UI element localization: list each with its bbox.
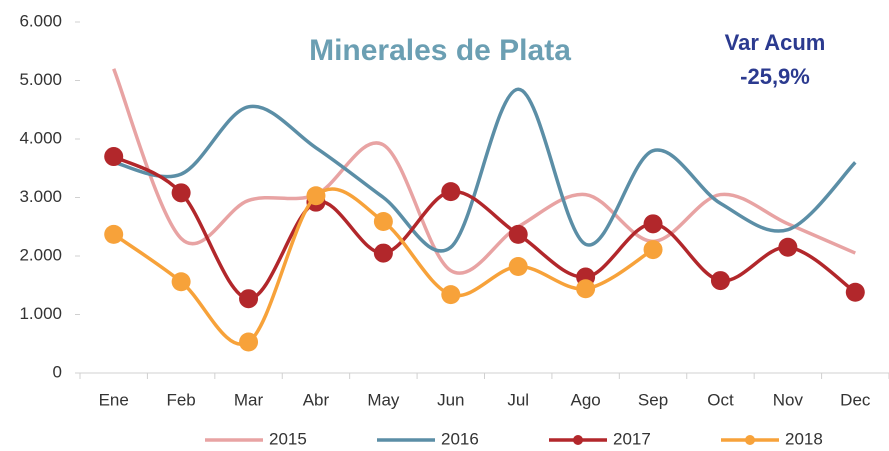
x-tick-label: Nov bbox=[773, 390, 804, 409]
y-tick-label: 4.000 bbox=[19, 128, 62, 147]
x-tick-label: Feb bbox=[166, 390, 195, 409]
point bbox=[239, 289, 259, 309]
x-tick-label: Jul bbox=[507, 390, 529, 409]
x-tick-label: Ago bbox=[571, 390, 601, 409]
x-tick-label: Oct bbox=[707, 390, 734, 409]
point bbox=[643, 214, 663, 234]
legend-marker bbox=[745, 435, 755, 445]
y-tick-label: 2.000 bbox=[19, 245, 62, 264]
x-tick-label: May bbox=[367, 390, 400, 409]
x-tick-label: Sep bbox=[638, 390, 668, 409]
point bbox=[845, 282, 865, 302]
legend-marker bbox=[573, 435, 583, 445]
point bbox=[441, 285, 461, 305]
series-line bbox=[112, 154, 857, 301]
x-tick-label: Jun bbox=[437, 390, 464, 409]
series-line bbox=[112, 68, 856, 275]
point bbox=[104, 147, 124, 167]
x-tick-label: Mar bbox=[234, 390, 264, 409]
point bbox=[239, 332, 259, 352]
point bbox=[710, 271, 730, 291]
point bbox=[171, 183, 191, 203]
y-tick-label: 3.000 bbox=[19, 187, 62, 206]
point bbox=[508, 224, 528, 244]
series-line bbox=[113, 87, 857, 253]
x-tick-label: Abr bbox=[303, 390, 330, 409]
legend-label: 2015 bbox=[269, 429, 307, 448]
y-tick-label: 0 bbox=[53, 362, 62, 381]
point bbox=[373, 243, 393, 263]
point bbox=[171, 272, 191, 292]
point bbox=[373, 211, 393, 231]
y-tick-label: 6.000 bbox=[19, 11, 62, 30]
y-tick-label: 5.000 bbox=[19, 70, 62, 89]
point bbox=[778, 237, 798, 257]
y-tick-label: 1.000 bbox=[19, 304, 62, 323]
point bbox=[508, 257, 528, 277]
chart-title: Minerales de Plata bbox=[309, 34, 571, 67]
point bbox=[576, 279, 596, 299]
series-line bbox=[112, 187, 654, 346]
x-tick-label: Dec bbox=[840, 390, 871, 409]
legend-label: 2018 bbox=[785, 429, 823, 448]
legend-label: 2017 bbox=[613, 429, 651, 448]
annotation: -25,9% bbox=[740, 64, 810, 89]
point bbox=[643, 240, 663, 260]
x-tick-label: Ene bbox=[99, 390, 129, 409]
annotation: Var Acum bbox=[725, 30, 826, 55]
point bbox=[104, 224, 124, 244]
point bbox=[441, 182, 461, 202]
point bbox=[306, 186, 326, 206]
legend-label: 2016 bbox=[441, 429, 479, 448]
